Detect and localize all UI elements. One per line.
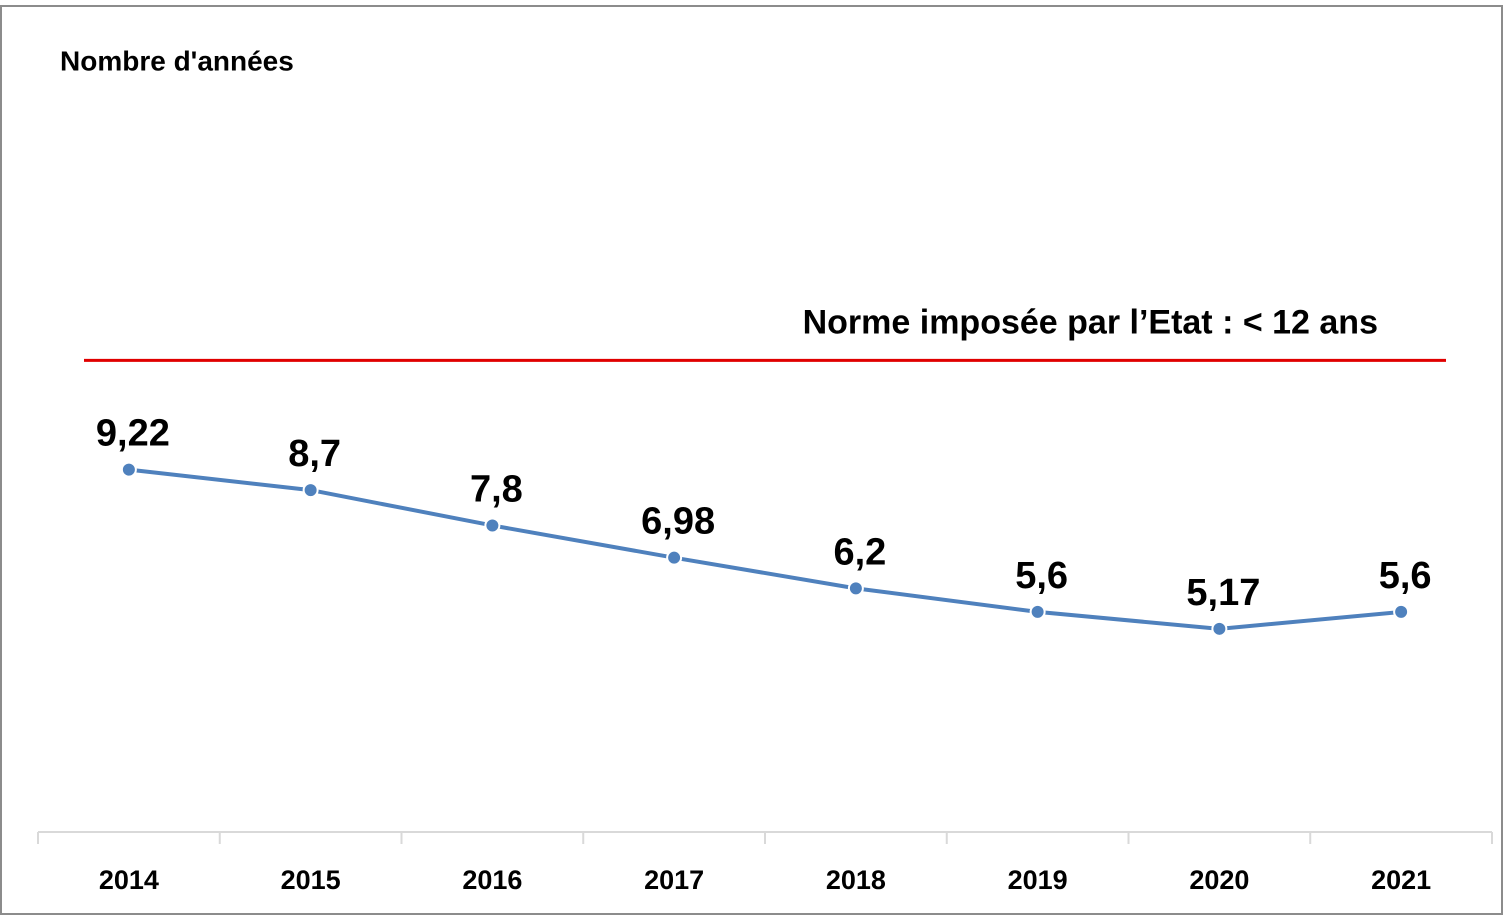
data-point — [1029, 603, 1046, 620]
x-tick-label: 2019 — [1008, 865, 1068, 895]
data-point — [1393, 603, 1410, 620]
x-tick-label: 2015 — [281, 865, 341, 895]
reference-label: Norme imposée par l’Etat : < 12 ans — [803, 303, 1378, 341]
x-tick-label: 2016 — [462, 865, 522, 895]
x-tick-label: 2018 — [826, 865, 886, 895]
data-point — [484, 517, 501, 534]
chart-frame — [0, 5, 1503, 915]
data-label: 6,98 — [641, 501, 715, 543]
data-label: 6,2 — [833, 531, 886, 573]
data-point — [666, 549, 683, 566]
data-label: 5,17 — [1186, 572, 1260, 614]
x-tick-label: 2020 — [1189, 865, 1249, 895]
series-line — [128, 467, 1402, 631]
data-label: 5,6 — [1015, 555, 1068, 597]
data-point — [120, 461, 137, 478]
data-point — [847, 580, 864, 597]
data-point — [1211, 620, 1228, 637]
x-tick-label: 2021 — [1371, 865, 1431, 895]
data-label: 9,22 — [96, 413, 170, 455]
data-label: 8,7 — [288, 433, 341, 475]
x-tick-label: 2014 — [99, 865, 159, 895]
data-label: 7,8 — [470, 468, 523, 510]
data-point — [302, 482, 319, 499]
data-label: 5,6 — [1379, 555, 1432, 597]
y-axis-label: Nombre d'années — [60, 45, 294, 76]
x-tick-label: 2017 — [644, 865, 704, 895]
